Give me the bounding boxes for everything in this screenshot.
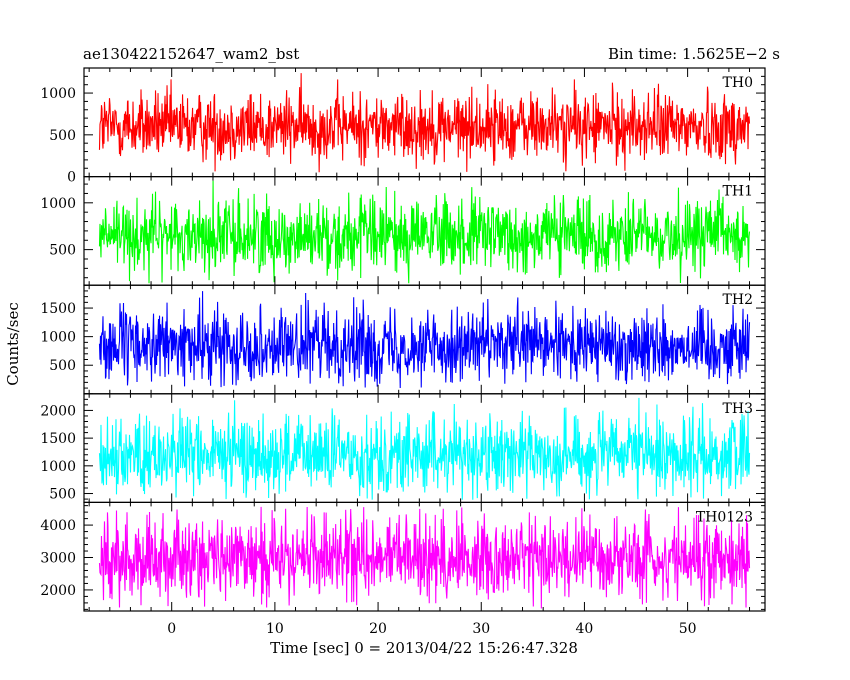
panel-label: TH1: [723, 184, 753, 200]
series-line-th0: [98, 73, 751, 173]
y-tick-label: 0: [67, 170, 76, 186]
y-tick-label: 1000: [40, 86, 76, 102]
chart-title-right: Bin time: 1.5625E−2 s: [608, 45, 780, 63]
series-line-th1: [98, 180, 751, 284]
series-line-th0123: [98, 506, 751, 609]
chart-title-left: ae130422152647_wam2_bst: [83, 45, 299, 63]
x-tick-label: 50: [679, 621, 697, 637]
x-axis-label: Time [sec] 0 = 2013/04/22 15:26:47.328: [270, 639, 578, 657]
x-tick-label: 30: [472, 621, 490, 637]
x-tick-label: 0: [167, 621, 176, 637]
y-tick-label: 2000: [40, 403, 76, 419]
series-line-th2: [98, 291, 751, 388]
y-tick-label: 4000: [40, 518, 76, 534]
y-tick-label: 500: [49, 358, 76, 374]
y-tick-label: 1500: [40, 431, 76, 447]
panel-frame: [83, 501, 766, 612]
x-tick-label: 20: [369, 621, 387, 637]
panel-th2: 500 1000 1500 TH2: [40, 284, 766, 395]
panel-stack: 0 500 1000 TH0 500 1000 TH1 500 1000 1500 TH2 500 10…: [40, 67, 766, 612]
panel-th0: 0 500 1000 TH0: [40, 67, 766, 186]
y-tick-label: 500: [49, 243, 76, 259]
panel-label: TH0: [723, 75, 753, 91]
y-tick-label: 1000: [40, 459, 76, 475]
panel-label: TH0123: [696, 509, 753, 525]
y-tick-label: 500: [49, 128, 76, 144]
panel-th3: 500 1000 1500 2000 TH3: [40, 393, 766, 503]
x-tick-label: 10: [266, 621, 284, 637]
panel-th0123: 2000 3000 4000 TH0123: [40, 501, 766, 612]
y-tick-label: 3000: [40, 551, 76, 567]
y-tick-label: 2000: [40, 583, 76, 599]
y-tick-label: 1500: [40, 301, 76, 317]
x-tick-labels: 0 10 20 30 40 50: [167, 621, 696, 637]
x-tick-label: 40: [576, 621, 594, 637]
panel-th1: 500 1000 TH1: [40, 176, 766, 286]
y-axis-label: Counts/sec: [4, 302, 22, 386]
y-tick-label: 500: [49, 487, 76, 503]
series-line-th3: [98, 397, 751, 500]
y-tick-label: 1000: [40, 196, 76, 212]
y-tick-label: 1000: [40, 330, 76, 346]
panel-label: TH3: [723, 401, 753, 417]
panel-label: TH2: [723, 292, 753, 308]
